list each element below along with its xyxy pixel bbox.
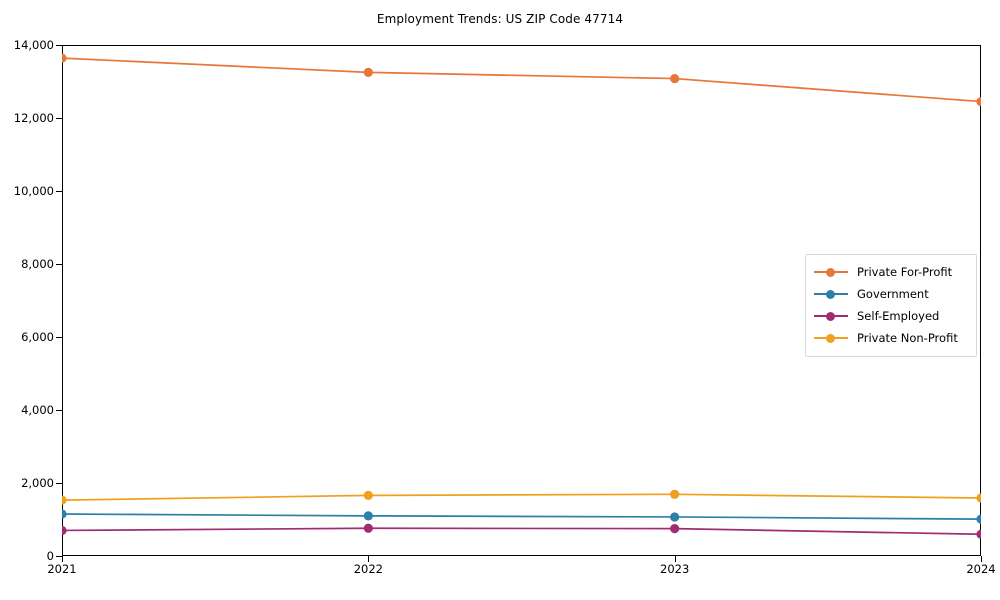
data-point-marker[interactable] (363, 490, 373, 501)
legend-line-marker-icon (814, 310, 848, 322)
y-axis-tick-label: 0 (46, 549, 54, 563)
data-point-marker[interactable] (670, 489, 680, 499)
legend-item[interactable]: Private For-Profit (814, 261, 968, 283)
y-axis-tick-mark (56, 556, 62, 557)
data-point-marker[interactable] (976, 514, 981, 524)
y-axis-tick-label: 2,000 (21, 476, 54, 490)
y-axis-tick-mark (56, 191, 62, 192)
series-government (62, 509, 981, 524)
legend-item[interactable]: Self-Employed (814, 305, 968, 327)
series-private-non-profit (62, 489, 981, 505)
y-axis-tick-label: 4,000 (21, 403, 54, 417)
x-axis-tick-mark (981, 556, 982, 562)
series-self-employed (62, 523, 981, 539)
y-axis-tick-label: 12,000 (13, 111, 54, 125)
legend-dot (826, 312, 835, 321)
legend-line-marker-icon (814, 288, 848, 300)
legend-label: Private For-Profit (857, 265, 953, 279)
plot-area-frame (62, 45, 981, 556)
y-axis-tick-label: 6,000 (21, 330, 54, 344)
data-point-marker[interactable] (363, 523, 373, 533)
x-axis-tick-label: 2024 (966, 562, 996, 576)
data-point-marker[interactable] (670, 524, 680, 534)
legend-dot (826, 290, 835, 299)
series-line (62, 57, 981, 103)
legend-line-marker-icon (814, 266, 848, 278)
series-private-for-profit (62, 53, 981, 107)
data-point-marker[interactable] (976, 493, 981, 503)
y-axis-tick-mark (56, 483, 62, 484)
series-line (62, 527, 981, 536)
x-axis-tick-label: 2022 (353, 562, 383, 576)
chart-legend[interactable]: Private For-Profit Government Self-Employe… (805, 254, 977, 357)
series-line (62, 513, 981, 520)
legend-label: Self-Employed (857, 309, 940, 323)
legend-item[interactable]: Government (814, 283, 968, 305)
data-point-marker[interactable] (670, 512, 680, 522)
data-point-marker[interactable] (363, 67, 373, 77)
data-point-marker[interactable] (976, 529, 981, 539)
series-line (62, 493, 981, 502)
x-axis-tick-mark (674, 556, 676, 562)
plot-series-canvas (62, 53, 981, 539)
y-axis-tick-label: 10,000 (13, 184, 54, 198)
y-axis-tick-label: 14,000 (13, 38, 54, 52)
legend-item[interactable]: Private Non-Profit (814, 327, 968, 349)
legend-label: Government (857, 287, 929, 301)
y-axis-tick-mark (56, 45, 62, 46)
y-axis-tick-mark (56, 337, 62, 338)
data-point-marker[interactable] (670, 73, 680, 84)
legend-label: Private Non-Profit (857, 331, 958, 345)
data-point-marker[interactable] (363, 511, 373, 521)
y-axis-tick-mark (56, 410, 62, 411)
y-axis-tick-mark (56, 118, 62, 119)
data-point-marker[interactable] (62, 495, 67, 505)
x-axis-tick-label: 2023 (660, 562, 690, 576)
x-axis-tick-label: 2021 (47, 562, 77, 576)
y-axis-tick-mark (56, 264, 62, 265)
data-point-marker[interactable] (62, 525, 67, 536)
data-point-marker[interactable] (976, 96, 981, 107)
legend-dot (826, 268, 835, 277)
legend-line-marker-icon (814, 332, 848, 344)
data-point-marker[interactable] (62, 509, 67, 519)
x-axis-tick-mark (368, 556, 370, 562)
y-axis-tick-labels: 0 2,000 4,000 6,000 8,000 10,000 12,000 14,000 (0, 0, 54, 600)
y-axis-tick-label: 8,000 (21, 257, 54, 271)
x-axis-tick-mark (62, 556, 63, 562)
chart-title: Employment Trends: US ZIP Code 47714 (376, 12, 624, 26)
data-point-marker[interactable] (62, 53, 67, 63)
legend-dot (826, 334, 835, 343)
